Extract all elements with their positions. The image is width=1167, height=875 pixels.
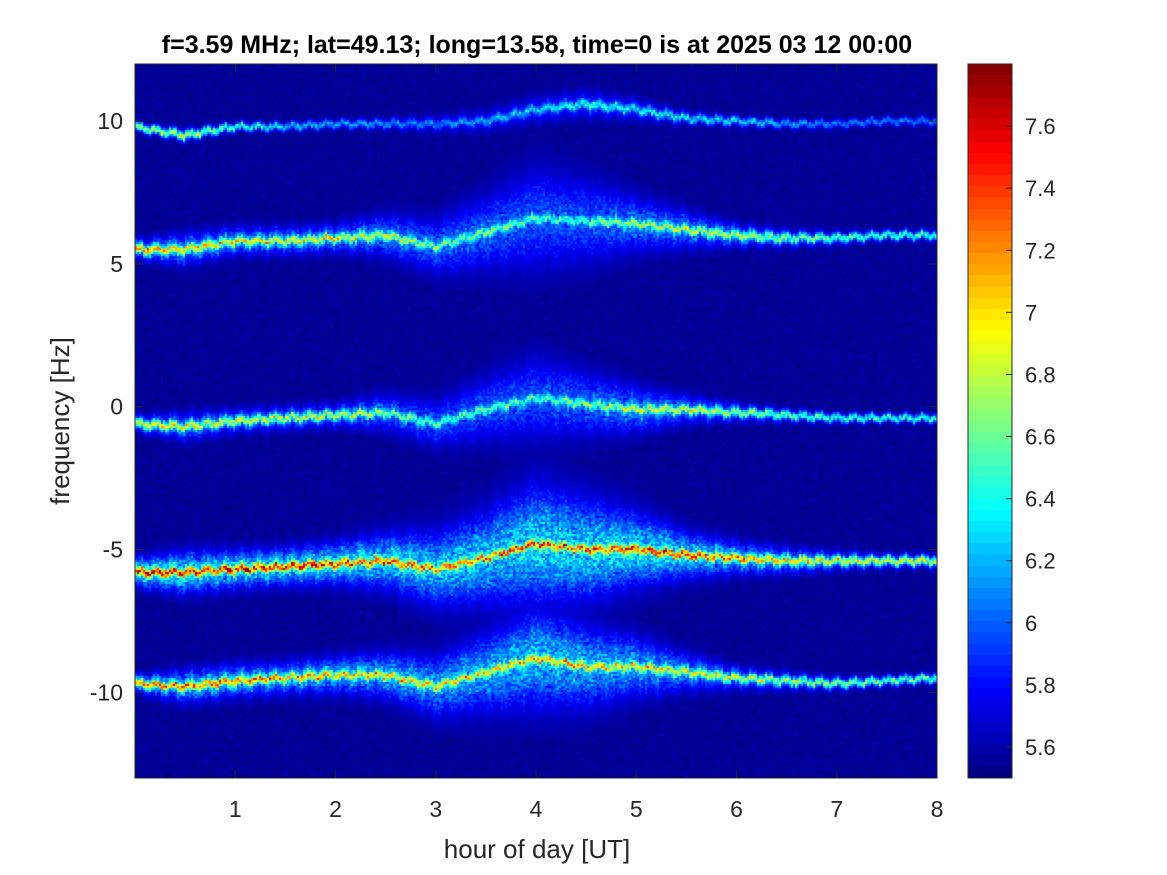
colorbar-tick-label: 7 (1025, 300, 1037, 325)
x-tick-label: 8 (931, 796, 944, 822)
colorbar-tick-label: 6.4 (1025, 487, 1056, 512)
chart-title: f=3.59 MHz; lat=49.13; long=13.58, time=… (162, 31, 912, 59)
x-axis-ticks: 1 2 3 4 5 6 7 8 (229, 64, 944, 822)
colorbar-tick-label: 6.8 (1025, 362, 1056, 387)
colorbar-tick-label: 6 (1025, 611, 1037, 636)
colorbar-tick-label: 7.6 (1025, 114, 1056, 139)
y-axis-ticks: 10 5 0 -5 -10 (90, 108, 937, 705)
y-tick-label: -10 (90, 679, 123, 705)
colorbar-frame (967, 63, 1013, 779)
x-tick-label: 7 (830, 796, 843, 822)
colorbar-gradient (968, 64, 1012, 778)
y-tick-label: 10 (97, 108, 123, 134)
colorbar-tick-label: 6.6 (1025, 425, 1056, 450)
colorbar-tick-label: 7.4 (1025, 176, 1056, 201)
colorbar-tick-label: 5.8 (1025, 673, 1056, 698)
x-tick-label: 3 (429, 796, 442, 822)
y-tick-label: 5 (110, 251, 123, 277)
y-tick-label: 0 (110, 394, 123, 420)
heatmap-image (135, 64, 937, 778)
plot-area (134, 63, 938, 779)
x-axis-label: hour of day [UT] (444, 834, 630, 864)
colorbar-ticks: 7.6 7.4 7.2 7 6.8 6.6 6.4 6.2 6 5.8 5.6 (1006, 114, 1056, 760)
x-tick-label: 5 (630, 796, 643, 822)
x-tick-label: 2 (329, 796, 342, 822)
colorbar: 7.6 7.4 7.2 7 6.8 6.6 6.4 6.2 6 5.8 5.6 (967, 63, 1056, 779)
x-tick-label: 1 (229, 796, 242, 822)
colorbar-tick-label: 6.2 (1025, 549, 1056, 574)
x-tick-label: 6 (730, 796, 743, 822)
y-tick-label: -5 (103, 537, 123, 563)
y-axis-label: frequency [Hz] (45, 337, 75, 505)
colorbar-tick-label: 7.2 (1025, 238, 1056, 263)
colorbar-tick-label: 5.6 (1025, 735, 1056, 760)
x-tick-label: 4 (530, 796, 543, 822)
